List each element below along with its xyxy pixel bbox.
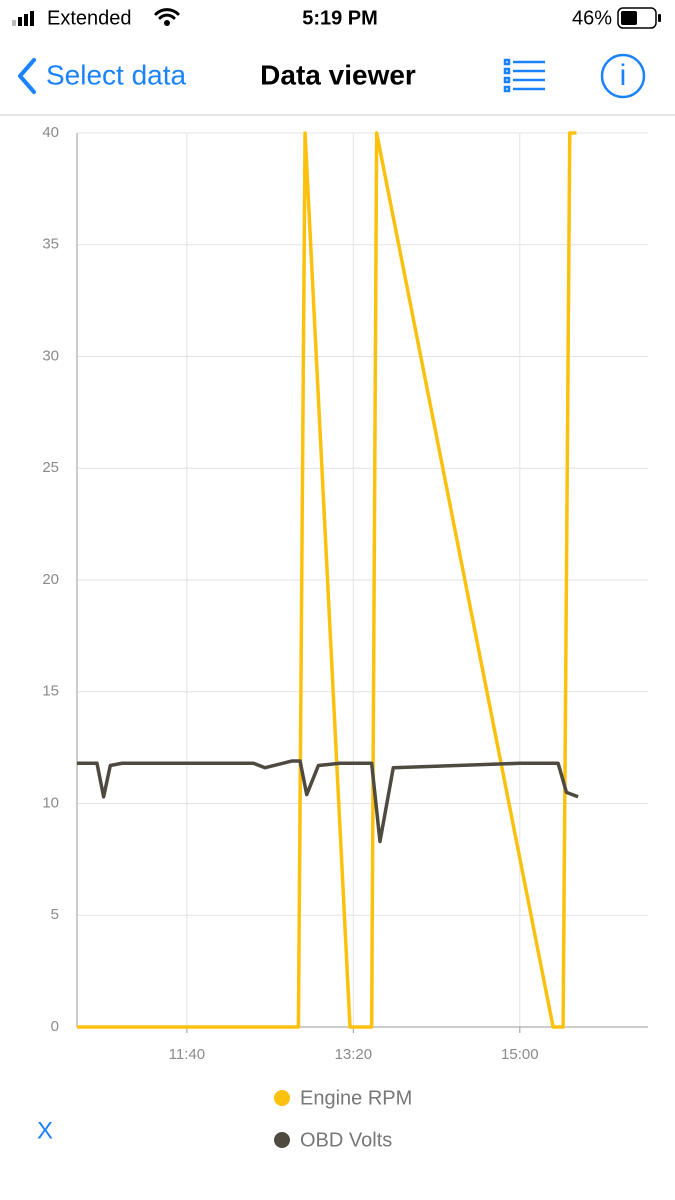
wifi-icon: [154, 8, 180, 26]
x-tick-label: 13:20: [335, 1046, 373, 1063]
legend-label: OBD Volts: [300, 1129, 392, 1151]
legend-marker: [274, 1090, 290, 1106]
y-tick-label: 5: [51, 906, 59, 923]
y-tick-label: 15: [42, 683, 59, 700]
chart: 0 5 10 15 20 25 30 35 40 11:40 13:20 15:00 Engine RP…: [42, 124, 648, 1151]
battery-icon: [617, 7, 661, 29]
legend-marker: [274, 1132, 290, 1148]
y-tick-label: 40: [42, 124, 59, 141]
y-tick-label: 35: [42, 236, 59, 253]
close-button[interactable]: X: [37, 1117, 53, 1144]
list-button[interactable]: [503, 58, 545, 93]
y-tick-label: 10: [42, 794, 59, 811]
y-tick-label: 20: [42, 571, 59, 588]
nav-title: Data viewer: [260, 59, 416, 90]
clock: 5:19 PM: [302, 7, 378, 29]
y-tick-label: 30: [42, 347, 59, 364]
info-button[interactable]: i: [600, 53, 646, 99]
battery-text: 46%: [572, 7, 612, 29]
x-tick-label: 15:00: [501, 1046, 539, 1063]
data-line: [77, 759, 579, 844]
data-line: [77, 131, 577, 1029]
back-button[interactable]: Select data: [46, 59, 187, 90]
legend-label: Engine RPM: [300, 1087, 412, 1109]
svg-text:i: i: [620, 59, 627, 92]
back-chevron[interactable]: [18, 58, 36, 94]
carrier: Extended: [47, 7, 132, 29]
signal-icon: [12, 11, 34, 26]
x-tick-label: 11:40: [169, 1046, 205, 1063]
y-tick-label: 25: [42, 459, 59, 476]
y-tick-label: 0: [51, 1018, 59, 1035]
